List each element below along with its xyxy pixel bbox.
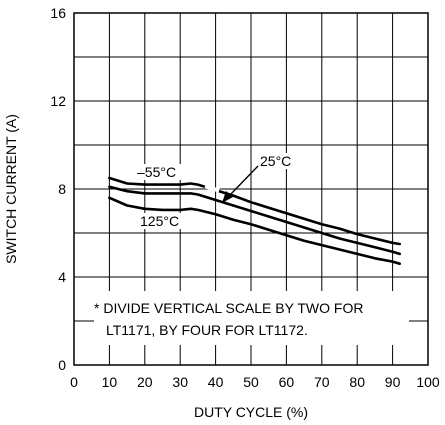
y-tick-label: 8 bbox=[58, 181, 66, 197]
note-box: * DIVIDE VERTICAL SCALE BY TWO FOR LT117… bbox=[94, 291, 409, 345]
leader-gap bbox=[204, 184, 220, 193]
series-label-2: 125°C bbox=[140, 213, 179, 229]
tick-labels: 0 10 20 30 40 50 60 70 80 90 100 0 4 8 12 16 bbox=[50, 5, 439, 390]
series-label-1: 25°C bbox=[260, 153, 291, 169]
x-tick-label: 90 bbox=[385, 374, 401, 390]
note-line-1: * DIVIDE VERTICAL SCALE BY TWO FOR bbox=[94, 300, 363, 316]
y-tick-label: 16 bbox=[50, 5, 66, 21]
x-tick-label: 70 bbox=[314, 374, 330, 390]
x-tick-label: 0 bbox=[70, 374, 78, 390]
series-label-mask bbox=[135, 164, 195, 180]
note-line-2: LT1171, BY FOUR FOR LT1172. bbox=[106, 322, 308, 338]
series-label-0: –55°C bbox=[137, 164, 176, 180]
x-tick-label: 60 bbox=[279, 374, 295, 390]
x-tick-label: 30 bbox=[172, 374, 188, 390]
y-tick-label: 4 bbox=[58, 269, 66, 285]
y-tick-label: 0 bbox=[58, 357, 66, 373]
y-axis-label: SWITCH CURRENT (A) bbox=[3, 114, 19, 264]
leader-line bbox=[228, 165, 259, 197]
x-tick-label: 40 bbox=[208, 374, 224, 390]
series-line-2 bbox=[108, 196, 402, 266]
y-tick-label: 12 bbox=[50, 93, 66, 109]
series-lines bbox=[108, 176, 402, 266]
series-line-1 bbox=[108, 185, 402, 256]
x-axis-label: DUTY CYCLE (%) bbox=[194, 404, 308, 420]
x-tick-label: 80 bbox=[349, 374, 365, 390]
x-tick-label: 100 bbox=[416, 374, 440, 390]
x-tick-label: 10 bbox=[102, 374, 118, 390]
plot-frame bbox=[73, 12, 429, 366]
series-label-mask bbox=[258, 153, 298, 169]
series-label-mask bbox=[138, 213, 188, 229]
series-line-0 bbox=[108, 176, 402, 246]
series-labels: –55°C 25°C 125°C bbox=[135, 153, 298, 229]
note-background bbox=[94, 291, 409, 345]
x-tick-label: 20 bbox=[137, 374, 153, 390]
leader-arrowhead bbox=[222, 191, 233, 203]
x-tick-label: 50 bbox=[243, 374, 259, 390]
